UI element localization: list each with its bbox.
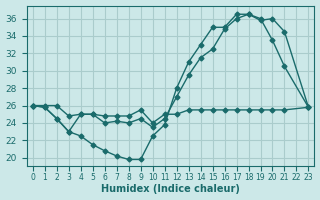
X-axis label: Humidex (Indice chaleur): Humidex (Indice chaleur) bbox=[101, 184, 240, 194]
